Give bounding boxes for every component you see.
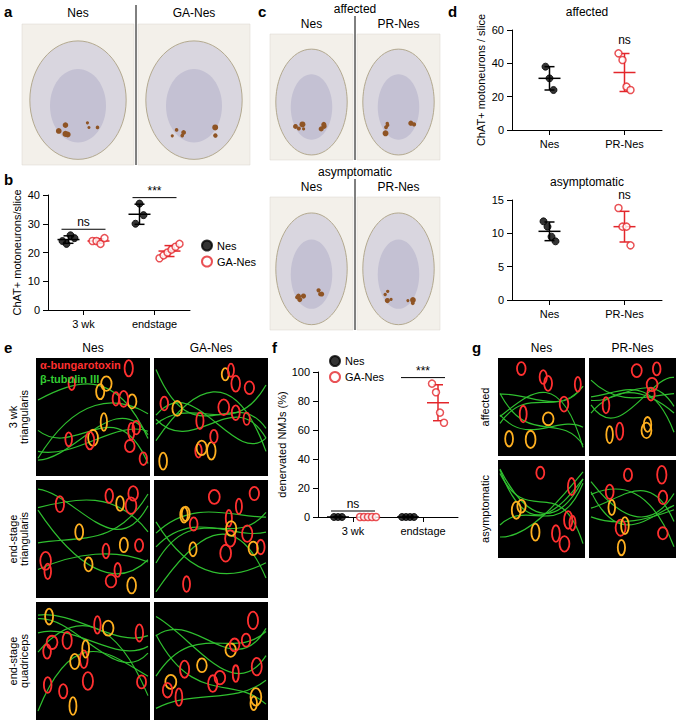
svg-text:asymptomatic: asymptomatic xyxy=(479,475,491,543)
svg-text:Nes: Nes xyxy=(301,17,322,31)
svg-text:40: 40 xyxy=(298,453,310,465)
svg-text:β-tubulin III: β-tubulin III xyxy=(40,373,99,385)
svg-text:PR-Nes: PR-Nes xyxy=(611,341,653,355)
svg-text:Nes: Nes xyxy=(217,240,237,252)
svg-text:end-stage: end-stage xyxy=(6,514,19,564)
svg-text:GA-Nes: GA-Nes xyxy=(217,256,257,268)
svg-text:0: 0 xyxy=(304,511,310,523)
svg-text:Nes: Nes xyxy=(540,138,560,150)
svg-text:40: 40 xyxy=(492,57,504,69)
svg-text:20: 20 xyxy=(28,247,40,259)
svg-text:PR-Nes: PR-Nes xyxy=(377,17,419,31)
svg-text:PR-Nes: PR-Nes xyxy=(377,180,419,194)
svg-text:ChAT+ motoneurons / slice: ChAT+ motoneurons / slice xyxy=(475,14,487,146)
svg-text:Nes: Nes xyxy=(345,355,365,367)
svg-text:3 wk: 3 wk xyxy=(6,405,19,429)
svg-text:3 wk: 3 wk xyxy=(72,318,95,330)
svg-text:100: 100 xyxy=(292,366,310,378)
svg-text:end-stage: end-stage xyxy=(6,636,19,686)
svg-text:denervated NMJs (%): denervated NMJs (%) xyxy=(276,391,288,497)
svg-text:ns: ns xyxy=(347,497,360,511)
svg-text:ChAT+ motoneurons/slice: ChAT+ motoneurons/slice xyxy=(11,189,23,315)
svg-text:c: c xyxy=(258,3,266,20)
svg-text:80: 80 xyxy=(298,395,310,407)
svg-text:10: 10 xyxy=(492,227,504,239)
svg-text:endstage: endstage xyxy=(400,525,445,537)
svg-text:0: 0 xyxy=(34,304,40,316)
svg-text:0: 0 xyxy=(498,124,504,136)
svg-text:affected: affected xyxy=(479,388,491,427)
svg-text:asymptomatic: asymptomatic xyxy=(550,175,624,189)
svg-text:affected: affected xyxy=(566,5,608,19)
svg-text:d: d xyxy=(448,3,457,20)
svg-text:PR-Nes: PR-Nes xyxy=(605,138,644,150)
svg-text:5: 5 xyxy=(498,261,504,273)
svg-text:GA-Nes: GA-Nes xyxy=(190,341,233,355)
svg-text:e: e xyxy=(4,339,12,356)
svg-text:GA-Nes: GA-Nes xyxy=(173,6,216,20)
svg-text:f: f xyxy=(272,339,278,356)
svg-text:ns: ns xyxy=(77,215,90,229)
svg-text:Nes: Nes xyxy=(301,180,322,194)
svg-text:Nes: Nes xyxy=(82,341,103,355)
svg-text:Nes: Nes xyxy=(531,341,552,355)
svg-text:asymptomatic: asymptomatic xyxy=(318,165,392,179)
svg-text:b: b xyxy=(4,171,13,188)
svg-text:endstage: endstage xyxy=(132,318,177,330)
svg-text:ns: ns xyxy=(618,188,631,202)
svg-text:triangularis: triangularis xyxy=(18,512,30,566)
svg-text:15: 15 xyxy=(492,194,504,206)
svg-text:Nes: Nes xyxy=(67,6,88,20)
svg-text:20: 20 xyxy=(298,482,310,494)
svg-text:triangularis: triangularis xyxy=(18,390,30,444)
svg-text:GA-Nes: GA-Nes xyxy=(345,371,385,383)
svg-text:60: 60 xyxy=(298,424,310,436)
svg-text:ns: ns xyxy=(618,33,631,47)
svg-text:3 wk: 3 wk xyxy=(342,525,365,537)
svg-text:g: g xyxy=(472,339,481,356)
svg-text:PR-Nes: PR-Nes xyxy=(605,308,644,320)
svg-text:20: 20 xyxy=(492,91,504,103)
svg-text:affected: affected xyxy=(334,2,376,16)
svg-text:30: 30 xyxy=(28,218,40,230)
svg-text:Nes: Nes xyxy=(540,308,560,320)
svg-text:α-bungarotoxin: α-bungarotoxin xyxy=(40,359,121,371)
svg-text:10: 10 xyxy=(28,275,40,287)
svg-text:quadriceps: quadriceps xyxy=(18,634,30,688)
svg-text:***: *** xyxy=(147,184,161,198)
svg-text:40: 40 xyxy=(28,189,40,201)
svg-text:0: 0 xyxy=(498,294,504,306)
svg-text:***: *** xyxy=(416,364,430,378)
svg-text:a: a xyxy=(4,3,13,20)
svg-text:60: 60 xyxy=(492,24,504,36)
